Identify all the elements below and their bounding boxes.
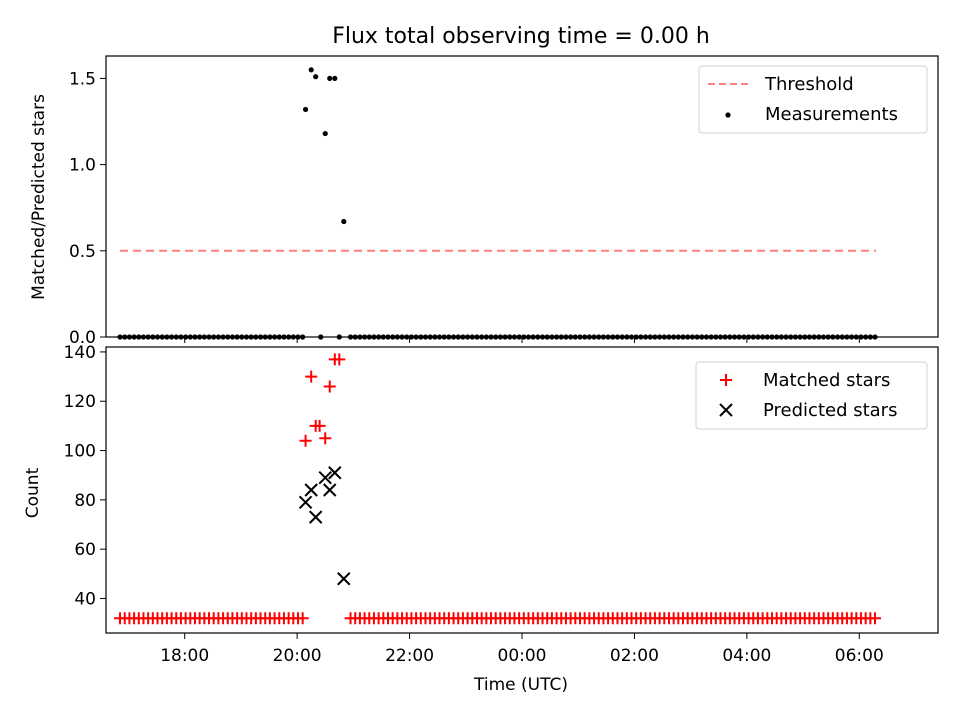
count-y-axis-label: Count: [23, 467, 43, 518]
ratio-legend-box: [698, 65, 928, 134]
count-x-tick-label: 18:00: [160, 646, 209, 666]
predicted-star-point: [304, 483, 318, 497]
matched-star-point: [323, 380, 336, 393]
count-x-tick-label: 04:00: [722, 646, 771, 666]
ratio-x-ticks: [184, 337, 860, 343]
legend-measurements-icon: [725, 112, 731, 118]
predicted-star-point: [308, 510, 323, 524]
ratio-y-tick-label: 0.0: [69, 328, 96, 348]
count-y-tick-label: 140: [64, 343, 96, 363]
ratio-y-tick-label: 0.5: [69, 242, 96, 262]
matched-star-point: [305, 370, 318, 383]
measurement-point: [308, 67, 314, 73]
predicted-star-point: [323, 483, 337, 497]
legend-predicted-label: Predicted stars: [763, 400, 897, 421]
count-x-tick-label: 00:00: [498, 646, 547, 666]
count-legend-box: [695, 361, 928, 430]
measurement-point: [322, 130, 328, 137]
measurement-point: [341, 218, 347, 225]
matched-star-point: [313, 419, 326, 432]
count-y-tick-label: 100: [64, 442, 96, 462]
predicted-star-point: [337, 572, 351, 586]
matched-star-point: [319, 432, 332, 445]
legend-measurements-label: Measurements: [765, 104, 898, 125]
ratio-y-tick-label: 1.5: [69, 69, 96, 89]
measurement-point: [327, 75, 333, 82]
count-plot-area: [114, 353, 882, 625]
count-x-axis-label: Time (UTC): [473, 675, 568, 695]
predicted-star-point: [328, 466, 342, 480]
count-y-tick-label: 40: [74, 589, 96, 609]
ratio-y-axis-label: Matched/Predicted stars: [29, 94, 49, 300]
count-y-tick-label: 60: [74, 540, 96, 560]
measurement-point: [313, 74, 319, 80]
count-legend: Matched stars Predicted stars: [695, 361, 928, 430]
count-panel: 40 60 80 100 120 140 18:00 20:00 22:00 00:00 02:0…: [23, 343, 939, 695]
matched-star-point: [299, 434, 312, 447]
count-x-tick-label: 20:00: [273, 646, 322, 666]
ratio-legend: Threshold Measurements: [698, 65, 928, 134]
count-y-tick-label: 120: [64, 392, 96, 412]
count-x-tick-label: 22:00: [385, 646, 434, 666]
predicted-star-point: [318, 470, 332, 485]
ratio-y-ticks: 0.0 0.5 1.0 1.5: [69, 69, 106, 348]
count-x-ticks: 18:00 20:00 22:00 00:00 02:00 04:00 06:00: [160, 633, 884, 666]
ratio-y-tick-label: 1.0: [69, 156, 96, 176]
legend-matched-label: Matched stars: [763, 370, 890, 391]
measurement-point: [332, 75, 338, 82]
ratio-panel: 0.0 0.5 1.0 1.5 Matched/Predicted stars Thr…: [29, 55, 939, 348]
matched-star-point: [333, 353, 346, 366]
count-y-tick-label: 80: [74, 491, 96, 511]
legend-threshold-label: Threshold: [764, 74, 854, 95]
count-x-tick-label: 02:00: [610, 646, 659, 666]
matched-star-point: [296, 612, 309, 625]
legend-predicted-icon: [719, 403, 733, 417]
count-y-ticks: 40 60 80 100 120 140: [64, 343, 106, 609]
chart-title: Flux total observing time = 0.00 h: [332, 24, 710, 49]
predicted-star-point: [298, 495, 313, 510]
legend-matched-icon: [720, 374, 732, 386]
measurement-point: [302, 106, 309, 113]
matched-star-point: [869, 612, 882, 625]
count-x-tick-label: 06:00: [835, 646, 884, 666]
